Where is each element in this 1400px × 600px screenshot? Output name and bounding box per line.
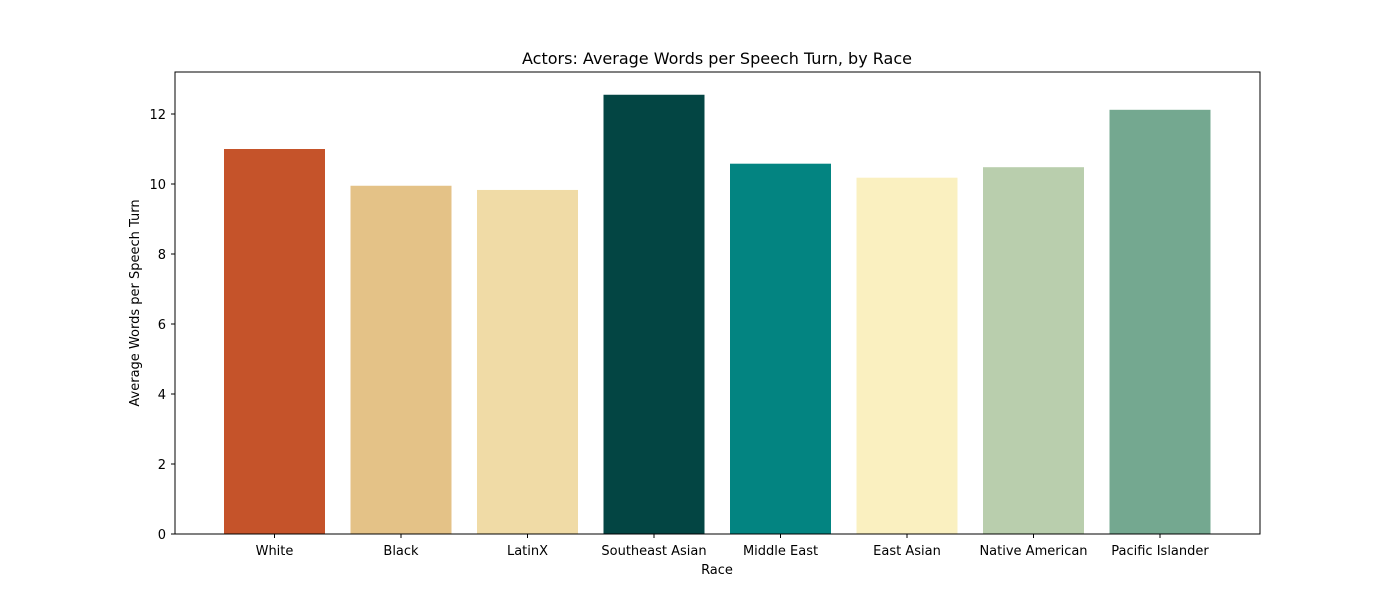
x-axis-title: Race xyxy=(701,563,733,578)
bar-native-american xyxy=(983,167,1084,534)
y-tick-label: 0 xyxy=(158,528,166,543)
x-tick-label: White xyxy=(256,544,294,559)
bar-black xyxy=(350,185,452,534)
x-tick-label: Middle East xyxy=(743,544,818,559)
y-tick-label: 12 xyxy=(149,108,166,123)
bars-group xyxy=(224,94,1211,535)
chart-title: Actors: Average Words per Speech Turn, b… xyxy=(522,49,912,68)
y-tick-label: 8 xyxy=(158,248,166,263)
x-tick-label: LatinX xyxy=(507,544,548,559)
bar-latinx xyxy=(477,189,578,534)
bar-white xyxy=(224,149,325,534)
x-tick-label: Pacific Islander xyxy=(1111,544,1209,559)
y-tick-label: 2 xyxy=(158,458,166,473)
y-tick-label: 10 xyxy=(149,178,166,193)
x-tick-label: Southeast Asian xyxy=(601,544,706,559)
bar-pacific-islander xyxy=(1109,109,1211,535)
bar-southeast-asian xyxy=(603,94,705,534)
y-tick-label: 4 xyxy=(158,388,166,403)
bar-east-asian xyxy=(856,177,958,534)
x-axis: White Black LatinX Southeast Asian Middle Ea… xyxy=(256,534,1209,559)
x-tick-label: Black xyxy=(383,544,419,559)
x-tick-label: Native American xyxy=(979,544,1087,559)
bar-middle-east xyxy=(730,163,831,534)
plot-frame xyxy=(174,71,1261,535)
x-tick-label: East Asian xyxy=(873,544,941,559)
y-tick-label: 6 xyxy=(158,318,166,333)
y-axis-title: Average Words per Speech Turn xyxy=(128,199,143,406)
y-axis: 0 2 4 6 8 10 12 xyxy=(149,108,175,543)
